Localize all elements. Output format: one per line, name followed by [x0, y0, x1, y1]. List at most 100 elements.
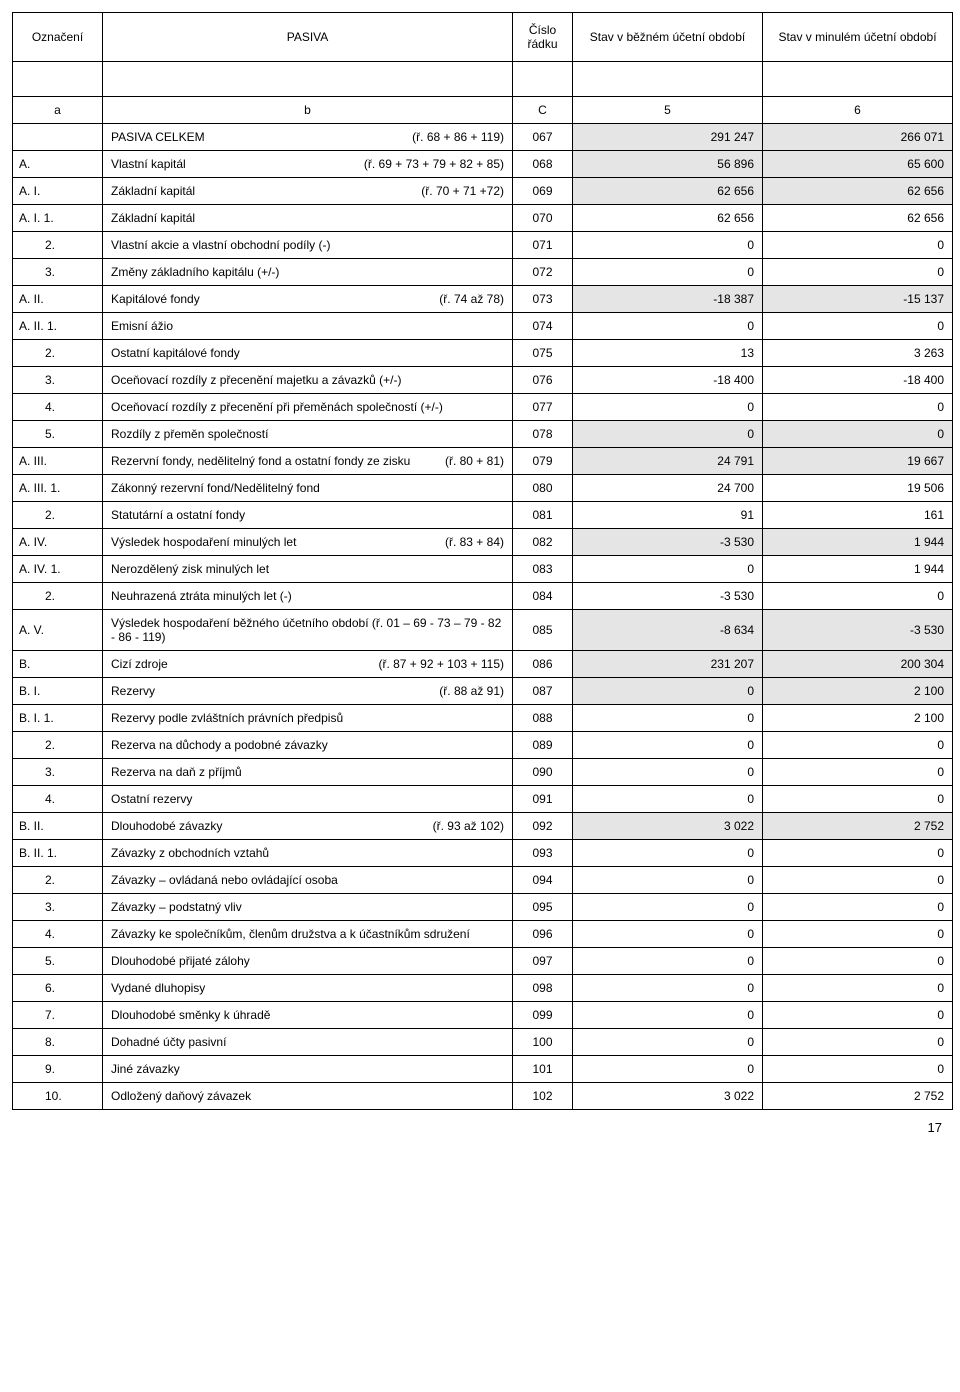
table-row: B.Cizí zdroje(ř. 87 + 92 + 103 + 115)086… — [13, 651, 953, 678]
cislo-radku-cell: 075 — [513, 340, 573, 367]
stav-minule-cell: 0 — [763, 1056, 953, 1083]
description-text: Vlastní kapitál — [111, 157, 186, 171]
oznaceni-cell: 7. — [13, 1002, 103, 1029]
oznaceni-cell: 5. — [13, 421, 103, 448]
header-row-1: Označení PASIVA Číslo řádku Stav v běžné… — [13, 13, 953, 62]
cislo-radku-cell: 088 — [513, 705, 573, 732]
stav-bezne-cell: 0 — [573, 1002, 763, 1029]
description-text: Kapitálové fondy — [111, 292, 200, 306]
stav-bezne-cell: 0 — [573, 894, 763, 921]
description-cell: Rozdíly z přeměn společností — [103, 421, 513, 448]
stav-minule-cell: 2 752 — [763, 813, 953, 840]
oznaceni-cell: A. II. 1. — [13, 313, 103, 340]
subheader-c: C — [513, 97, 573, 124]
stav-bezne-cell: -3 530 — [573, 583, 763, 610]
cislo-radku-cell: 070 — [513, 205, 573, 232]
description-cell: Rezerva na důchody a podobné závazky — [103, 732, 513, 759]
cislo-radku-cell: 099 — [513, 1002, 573, 1029]
subheader-6: 6 — [763, 97, 953, 124]
description-cell: Závazky – podstatný vliv — [103, 894, 513, 921]
stav-bezne-cell: 24 791 — [573, 448, 763, 475]
cislo-radku-cell: 098 — [513, 975, 573, 1002]
description-cell: Rezervy podle zvláštních právních předpi… — [103, 705, 513, 732]
oznaceni-cell: A. III. — [13, 448, 103, 475]
description-ref: (ř. 87 + 92 + 103 + 115) — [370, 657, 504, 671]
stav-minule-cell: 0 — [763, 1029, 953, 1056]
stav-minule-cell: 0 — [763, 313, 953, 340]
description-cell: Závazky – ovládaná nebo ovládající osoba — [103, 867, 513, 894]
oznaceni-cell: 2. — [13, 502, 103, 529]
stav-minule-cell: 0 — [763, 975, 953, 1002]
table-row: B. II.Dlouhodobé závazky(ř. 93 až 102)09… — [13, 813, 953, 840]
oznaceni-cell: 6. — [13, 975, 103, 1002]
oznaceni-cell: B. I. 1. — [13, 705, 103, 732]
cislo-radku-cell: 102 — [513, 1083, 573, 1110]
oznaceni-cell: 4. — [13, 786, 103, 813]
cislo-radku-cell: 096 — [513, 921, 573, 948]
description-cell: Závazky ke společníkům, členům družstva … — [103, 921, 513, 948]
oznaceni-cell: B. — [13, 651, 103, 678]
stav-minule-cell: 1 944 — [763, 529, 953, 556]
oznaceni-cell: A. III. 1. — [13, 475, 103, 502]
stav-bezne-cell: 0 — [573, 1056, 763, 1083]
stav-minule-cell: 0 — [763, 786, 953, 813]
stav-minule-cell: 19 667 — [763, 448, 953, 475]
description-cell: Zákonný rezervní fond/Nedělitelný fond — [103, 475, 513, 502]
stav-minule-cell: 0 — [763, 948, 953, 975]
table-row: PASIVA CELKEM(ř. 68 + 86 + 119)067291 24… — [13, 124, 953, 151]
description-cell: Výsledek hospodaření běžného účetního ob… — [103, 610, 513, 651]
stav-minule-cell: 266 071 — [763, 124, 953, 151]
cislo-radku-cell: 089 — [513, 732, 573, 759]
header-cislo-radku: Číslo řádku — [513, 13, 573, 62]
oznaceni-cell: A. — [13, 151, 103, 178]
cislo-radku-cell: 101 — [513, 1056, 573, 1083]
stav-bezne-cell: 0 — [573, 556, 763, 583]
description-cell: Vydané dluhopisy — [103, 975, 513, 1002]
stav-minule-cell: 0 — [763, 921, 953, 948]
table-row: A. II.Kapitálové fondy(ř. 74 až 78)073-1… — [13, 286, 953, 313]
cislo-radku-cell: 073 — [513, 286, 573, 313]
stav-minule-cell: 0 — [763, 894, 953, 921]
oznaceni-cell: A. II. — [13, 286, 103, 313]
table-row: 3.Oceňovací rozdíly z přecenění majetku … — [13, 367, 953, 394]
cislo-radku-cell: 087 — [513, 678, 573, 705]
stav-bezne-cell: 0 — [573, 1029, 763, 1056]
subheader-a: a — [13, 97, 103, 124]
table-row: A. IV. 1.Nerozdělený zisk minulých let08… — [13, 556, 953, 583]
stav-minule-cell: 65 600 — [763, 151, 953, 178]
header-stav-minule: Stav v minulém účetní období — [763, 13, 953, 62]
oznaceni-cell — [13, 124, 103, 151]
stav-bezne-cell: 0 — [573, 259, 763, 286]
stav-minule-cell: 19 506 — [763, 475, 953, 502]
description-cell: Závazky z obchodních vztahů — [103, 840, 513, 867]
stav-bezne-cell: 3 022 — [573, 813, 763, 840]
stav-minule-cell: 3 263 — [763, 340, 953, 367]
cislo-radku-cell: 068 — [513, 151, 573, 178]
stav-bezne-cell: 0 — [573, 394, 763, 421]
description-cell: Dlouhodobé závazky(ř. 93 až 102) — [103, 813, 513, 840]
stav-minule-cell: 62 656 — [763, 205, 953, 232]
table-row: 4.Oceňovací rozdíly z přecenění při přem… — [13, 394, 953, 421]
header-stav-bezne: Stav v běžném účetní období — [573, 13, 763, 62]
table-row: 3.Změny základního kapitálu (+/-)07200 — [13, 259, 953, 286]
table-row: 3.Závazky – podstatný vliv09500 — [13, 894, 953, 921]
table-row: 2.Závazky – ovládaná nebo ovládající oso… — [13, 867, 953, 894]
table-row: A. III. 1.Zákonný rezervní fond/Nedělite… — [13, 475, 953, 502]
pasiva-table: Označení PASIVA Číslo řádku Stav v běžné… — [12, 12, 953, 1110]
page-number: 17 — [12, 1120, 948, 1135]
table-row: 5.Rozdíly z přeměn společností07800 — [13, 421, 953, 448]
table-row: 10.Odložený daňový závazek1023 0222 752 — [13, 1083, 953, 1110]
oznaceni-cell: A. I. — [13, 178, 103, 205]
description-ref: (ř. 70 + 71 +72) — [413, 184, 504, 198]
cislo-radku-cell: 079 — [513, 448, 573, 475]
description-ref: (ř. 93 až 102) — [425, 819, 504, 833]
cislo-radku-cell: 092 — [513, 813, 573, 840]
description-text: Základní kapitál — [111, 184, 195, 198]
stav-minule-cell: 0 — [763, 840, 953, 867]
table-row: 5.Dlouhodobé přijaté zálohy09700 — [13, 948, 953, 975]
oznaceni-cell: 9. — [13, 1056, 103, 1083]
description-cell: Dlouhodobé směnky k úhradě — [103, 1002, 513, 1029]
description-cell: Statutární a ostatní fondy — [103, 502, 513, 529]
stav-minule-cell: -18 400 — [763, 367, 953, 394]
stav-bezne-cell: 0 — [573, 232, 763, 259]
